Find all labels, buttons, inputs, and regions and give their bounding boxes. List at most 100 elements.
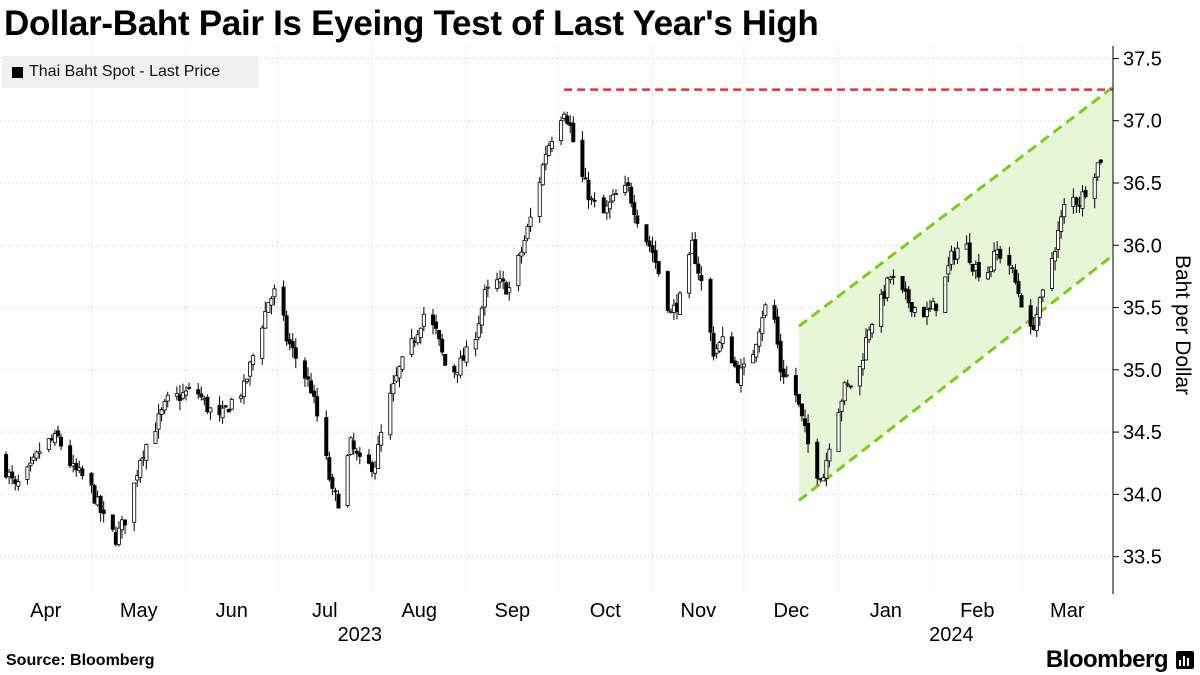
candle-body [857, 366, 862, 387]
candle-body [1083, 190, 1088, 198]
candle-body [992, 250, 997, 271]
candle-body [571, 122, 576, 142]
candle-body [327, 457, 332, 480]
candle-body [80, 468, 85, 477]
candle-body [138, 460, 143, 478]
candle-body [458, 357, 463, 376]
candle-body [1019, 295, 1024, 308]
candle-body [836, 412, 841, 452]
candle-body [601, 197, 606, 214]
candle-body [543, 153, 548, 165]
candle-body [229, 398, 234, 410]
candle-body [891, 275, 896, 278]
price-candles [4, 111, 1103, 547]
candle-body [845, 383, 850, 386]
candle-body [1013, 269, 1018, 283]
y-tick-label: 35.5 [1123, 298, 1162, 320]
candle-body [699, 275, 704, 282]
candle-body [580, 139, 585, 177]
candle-body [540, 164, 545, 186]
candle-body [592, 199, 597, 202]
candle-body [357, 452, 362, 457]
candle-body [68, 445, 73, 467]
candle-body [525, 226, 530, 240]
candle-body [415, 334, 420, 344]
candle-body [400, 356, 405, 370]
candle-body [519, 251, 524, 257]
candle-body [418, 327, 423, 338]
candle-body [546, 145, 551, 156]
candle-body [351, 440, 356, 450]
legend-swatch [12, 66, 23, 78]
candle-body [1074, 197, 1079, 205]
x-tick-label: Jan [870, 600, 902, 622]
candle-body [848, 385, 853, 388]
x-tick-label: Dec [774, 600, 810, 622]
candle-body [437, 330, 442, 340]
candle-body [693, 239, 698, 264]
candle-body [293, 347, 298, 359]
y-tick-label: 36.5 [1123, 173, 1162, 195]
candle-body [226, 408, 231, 413]
candle-body [909, 302, 914, 313]
candle-body [110, 514, 115, 530]
candle-body [799, 403, 804, 417]
candle-body [238, 395, 243, 399]
candle-body [1010, 267, 1015, 270]
candle-body [760, 317, 765, 334]
candle-body [443, 354, 448, 366]
candle-body [559, 120, 564, 142]
candle-body [778, 340, 783, 373]
candle-body [687, 254, 692, 294]
candle-body [870, 324, 875, 334]
candle-body [379, 431, 384, 446]
candle-body [187, 387, 192, 389]
candle-body [635, 215, 640, 224]
candle-body [421, 313, 426, 327]
candle-body [613, 193, 618, 195]
candle-body [775, 316, 780, 345]
chart-legend: Thai Baht Spot - Last Price [2, 56, 258, 88]
x-tick-label: Sep [494, 600, 530, 622]
candle-body [885, 277, 890, 298]
y-tick-label: 37.0 [1123, 111, 1162, 133]
candle-body [196, 389, 201, 395]
candle-body [632, 202, 637, 216]
channel-lower-line [797, 254, 1114, 502]
candle-body [501, 278, 506, 282]
candle-body [1016, 280, 1021, 294]
candle-body [309, 380, 314, 394]
candle-body [315, 396, 320, 417]
candle-body [784, 374, 789, 377]
candle-body [586, 179, 591, 201]
candle-body [607, 201, 612, 210]
candle-body [46, 438, 51, 450]
candle-body [644, 224, 649, 243]
candle-body [665, 271, 670, 311]
candle-body [220, 407, 225, 419]
candle-body [565, 115, 570, 124]
candle-body [92, 485, 97, 504]
candle-body [290, 341, 295, 349]
legend-label: Thai Baht Spot - Last Price [29, 63, 221, 80]
candle-body [269, 298, 274, 306]
candle-body [101, 509, 106, 514]
candle-body [1050, 258, 1055, 289]
candle-body [284, 315, 289, 342]
candle-body [1028, 305, 1033, 327]
candle-body [52, 433, 57, 444]
brand-logo: Bloomberg [1045, 646, 1169, 673]
candle-body [98, 495, 103, 513]
x-year-label: 2024 [929, 624, 974, 646]
candle-body [324, 417, 329, 456]
candle-body [604, 205, 609, 214]
candle-body [610, 194, 615, 202]
candle-body [452, 365, 457, 373]
candle-body [696, 263, 701, 274]
candle-body [482, 289, 487, 308]
candle-body [266, 302, 271, 313]
candle-body [583, 177, 588, 180]
candle-body [827, 448, 832, 462]
candle-body [967, 242, 972, 263]
candle-body [223, 405, 228, 408]
